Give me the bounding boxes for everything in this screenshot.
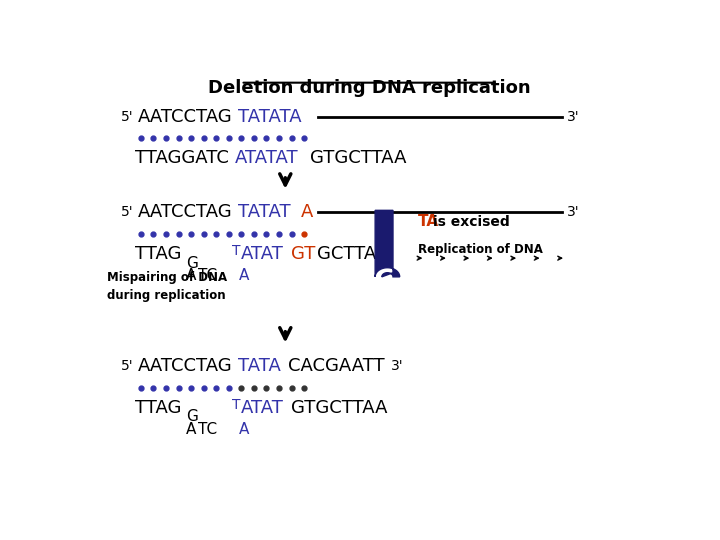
- Text: TTAG: TTAG: [135, 245, 181, 263]
- Text: GTGCTTAA: GTGCTTAA: [310, 150, 407, 167]
- Text: 3': 3': [567, 205, 580, 219]
- Polygon shape: [375, 210, 400, 277]
- Text: 5': 5': [121, 359, 133, 373]
- Text: G: G: [186, 409, 198, 424]
- Text: A: A: [186, 422, 197, 437]
- Text: ATAT: ATAT: [241, 245, 284, 263]
- Text: Mispairing of DNA
during replication: Mispairing of DNA during replication: [107, 271, 227, 301]
- Text: TATATA: TATATA: [238, 108, 302, 126]
- Text: G: G: [186, 255, 198, 271]
- Text: GCTTAA: GCTTAA: [317, 245, 389, 263]
- Text: A: A: [301, 204, 313, 221]
- Text: TA: TA: [418, 214, 439, 229]
- Text: TATAT: TATAT: [238, 204, 290, 221]
- Text: CACGAATT: CACGAATT: [288, 357, 384, 375]
- Text: 3': 3': [567, 110, 580, 124]
- Text: AATCCTAG: AATCCTAG: [138, 357, 232, 375]
- Text: is excised: is excised: [433, 214, 510, 228]
- Text: Replication of DNA: Replication of DNA: [418, 244, 543, 256]
- Text: A: A: [186, 268, 197, 283]
- Text: A: A: [239, 268, 249, 283]
- Text: 5': 5': [121, 205, 133, 219]
- Text: TC: TC: [198, 422, 217, 437]
- Text: Deletion during DNA replication: Deletion during DNA replication: [207, 79, 531, 97]
- Text: AATCCTAG: AATCCTAG: [138, 108, 232, 126]
- Text: A: A: [239, 422, 249, 437]
- Text: AATCCTAG: AATCCTAG: [138, 204, 232, 221]
- Text: ATAT: ATAT: [241, 399, 284, 417]
- Text: TTAGGATC: TTAGGATC: [135, 150, 228, 167]
- Text: 3': 3': [392, 359, 404, 373]
- Text: GT: GT: [292, 245, 316, 263]
- Text: TC: TC: [198, 268, 217, 283]
- Text: T: T: [233, 397, 240, 411]
- Text: TTAG: TTAG: [135, 399, 181, 417]
- Text: ATATAT: ATATAT: [235, 150, 299, 167]
- Text: T: T: [233, 244, 240, 258]
- Text: GTGCTTAA: GTGCTTAA: [292, 399, 388, 417]
- Text: 5': 5': [121, 110, 133, 124]
- Text: TATA: TATA: [238, 357, 281, 375]
